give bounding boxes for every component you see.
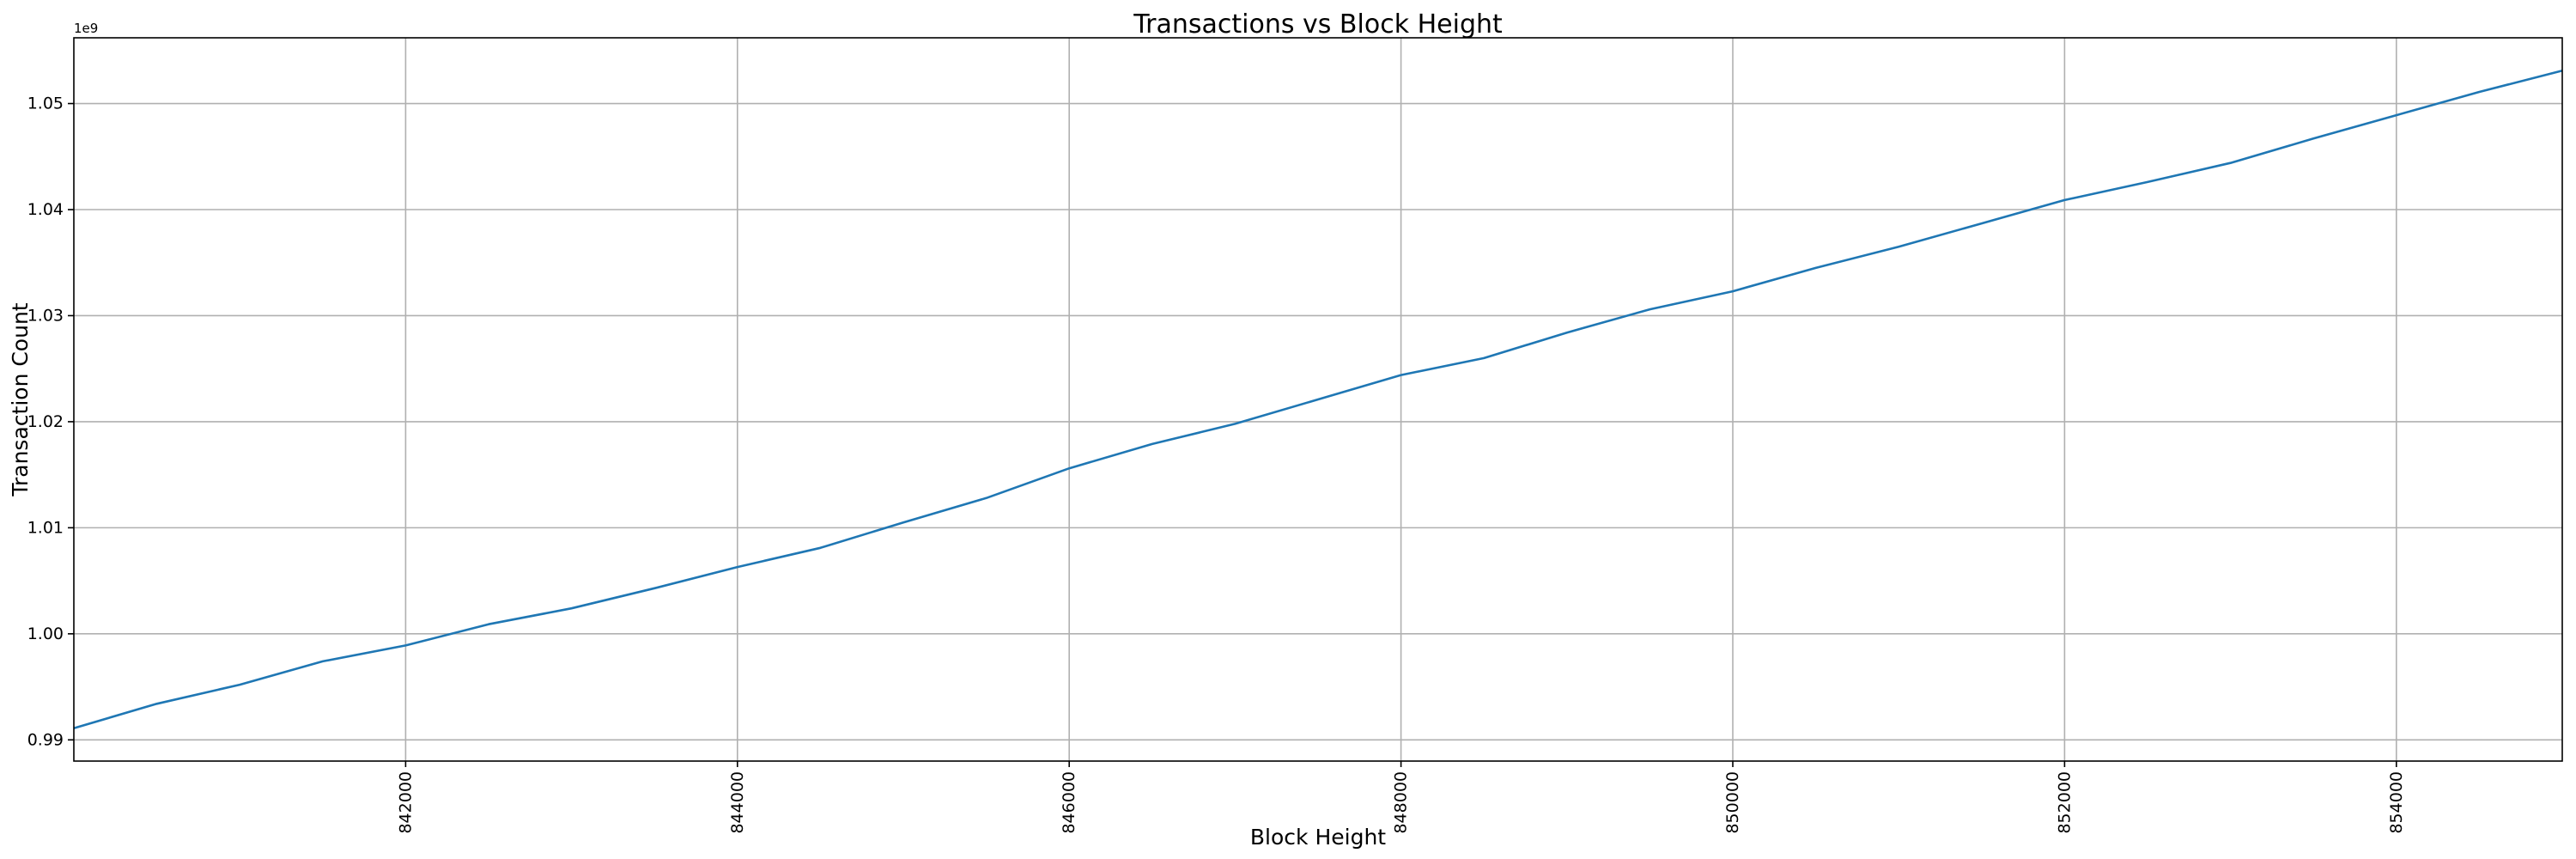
x-tick-label: 852000: [2055, 771, 2074, 834]
x-tick-label: 854000: [2387, 771, 2406, 834]
y-tick-label: 1.02: [27, 412, 64, 431]
x-tick-label: 846000: [1060, 771, 1078, 834]
y-tick-label: 1.05: [27, 94, 64, 113]
series-layer: [73, 70, 2563, 729]
y-tick-label: 1.01: [27, 518, 64, 537]
axes-frame: [73, 37, 2563, 762]
x-tick-label: 842000: [396, 771, 415, 834]
y-tick-label: 1.03: [27, 306, 64, 325]
y-axis-offset-label: 1e9: [74, 21, 98, 36]
x-tick-label: 844000: [728, 771, 747, 834]
series-line: [73, 70, 2563, 729]
y-tick-label: 1.04: [27, 200, 64, 219]
x-tick-label: 850000: [1723, 771, 1742, 834]
y-tick-label: 1.00: [27, 624, 64, 643]
y-axis-label: Transaction Count: [8, 302, 33, 497]
ticks: 842000 844000 846000 848000 850000 852000 8540…: [27, 94, 2406, 834]
x-tick-label: 848000: [1392, 771, 1411, 834]
chart-title: Transactions vs Block Height: [1133, 9, 1503, 40]
y-tick-label: 0.99: [27, 730, 64, 749]
x-axis-label: Block Height: [1250, 825, 1386, 850]
grid-lines: [74, 38, 2562, 761]
